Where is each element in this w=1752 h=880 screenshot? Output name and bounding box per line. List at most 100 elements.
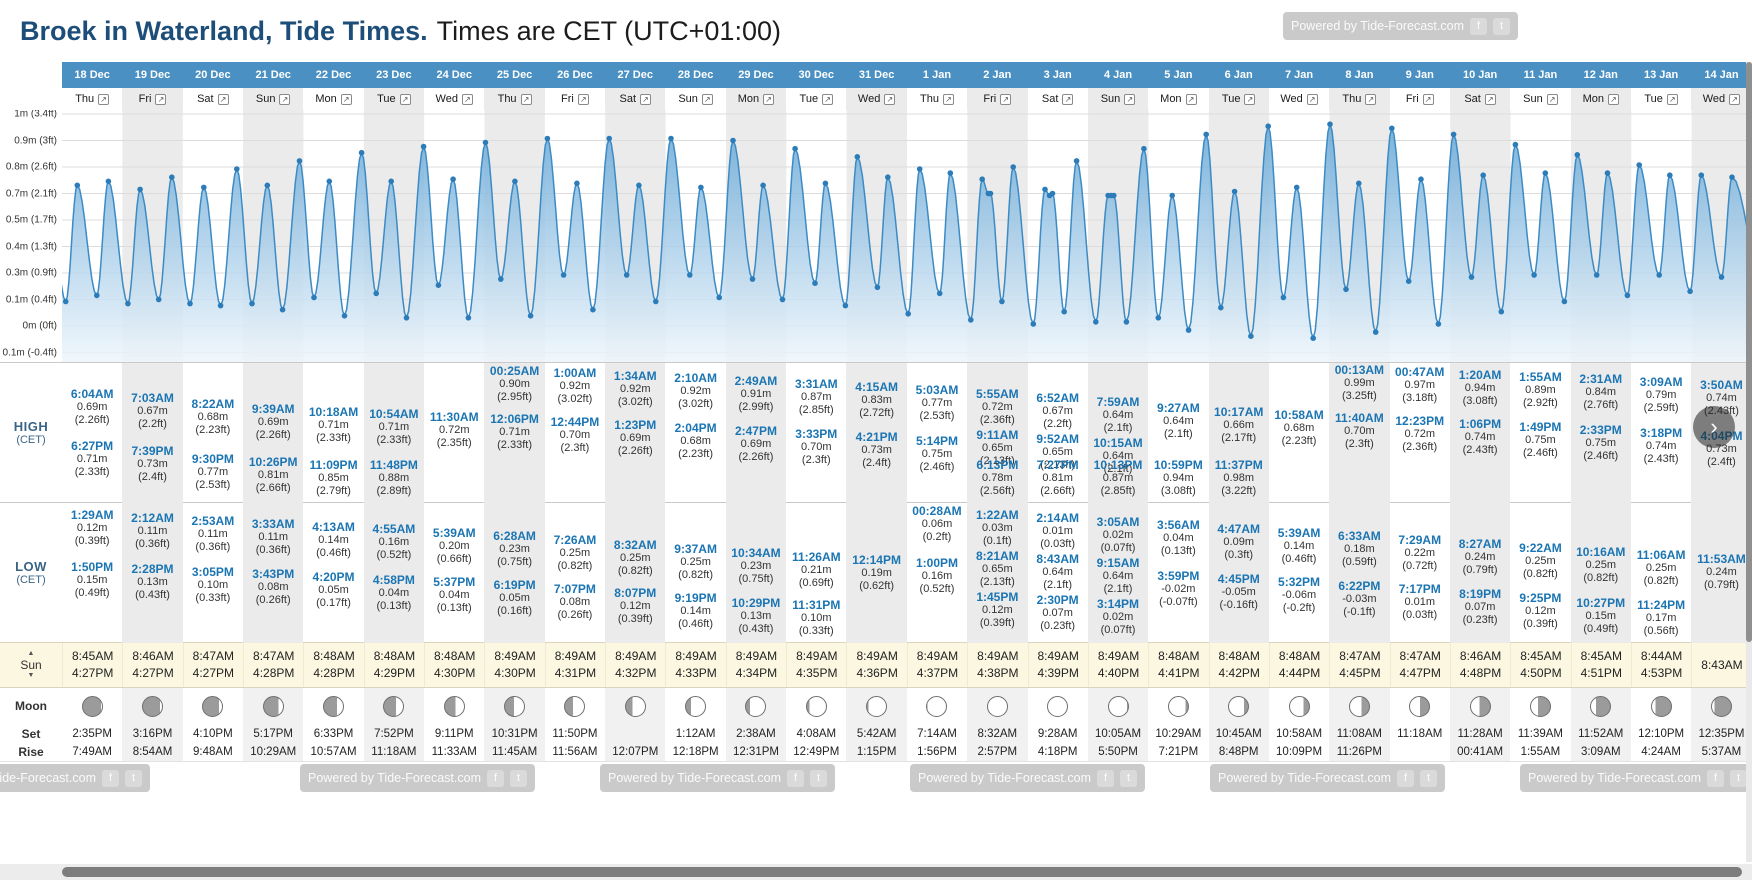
tide-height-m: 0.83m bbox=[861, 393, 892, 406]
scroll-right-button[interactable]: › bbox=[1693, 406, 1735, 448]
day-link[interactable]: Wed ↗ bbox=[846, 88, 907, 110]
tide-height-ft: (2.23ft) bbox=[1281, 434, 1317, 447]
high-tide-event: 12:44PM 0.70m (2.3ft) bbox=[545, 416, 605, 455]
day-link[interactable]: Thu ↗ bbox=[907, 88, 967, 110]
tide-time: 1:50PM bbox=[71, 559, 114, 574]
twitter-share-icon[interactable]: t bbox=[810, 769, 827, 787]
horizontal-scrollbar[interactable] bbox=[0, 864, 1752, 880]
external-link-icon: ↗ bbox=[942, 93, 954, 105]
day-link[interactable]: Mon ↗ bbox=[725, 88, 787, 110]
horizontal-scrollbar-thumb[interactable] bbox=[62, 867, 1742, 877]
moon-phase-icon bbox=[1288, 695, 1310, 717]
moon-phase-icon bbox=[1047, 695, 1069, 717]
facebook-share-icon[interactable]: f bbox=[1097, 769, 1114, 787]
day-link[interactable]: Mon ↗ bbox=[1570, 88, 1631, 110]
day-link[interactable]: Thu ↗ bbox=[1329, 88, 1390, 110]
moon-phase-icon bbox=[805, 695, 827, 717]
moon-phase-icon bbox=[142, 695, 164, 717]
tide-time: 7:17PM bbox=[1398, 582, 1441, 597]
tide-height-m: 0.08m bbox=[257, 581, 289, 594]
low-tide-event: 6:33AM 0.18m (0.59ft) bbox=[1329, 530, 1389, 569]
tide-time: 2:30PM bbox=[1036, 593, 1079, 608]
day-link[interactable]: Wed ↗ bbox=[1269, 88, 1329, 110]
low-tide-cell: 2:53AM 0.11m (0.36ft) 3:05PM 0.10m (0.33ft) bbox=[183, 503, 243, 643]
day-link[interactable]: Mon ↗ bbox=[303, 88, 363, 110]
day-link[interactable]: Wed ↗ bbox=[1691, 88, 1752, 110]
tide-height-m: 0.25m bbox=[1585, 558, 1617, 571]
sunrise-time: 8:49AM bbox=[796, 649, 838, 663]
low-tide-cell: 1:29AM 0.12m (0.39ft) 1:50PM 0.15m (0.49ft) bbox=[62, 503, 122, 643]
day-link[interactable]: Tue ↗ bbox=[363, 88, 425, 110]
high-tide-cell: 5:03AM 0.77m (2.53ft) 5:14PM 0.75m (2.46ft) bbox=[907, 363, 967, 503]
day-link[interactable]: Tue ↗ bbox=[1631, 88, 1691, 110]
twitter-share-icon[interactable]: t bbox=[1730, 769, 1747, 787]
tide-height-ft: (2.1ft) bbox=[1103, 463, 1133, 476]
twitter-share-icon[interactable]: t bbox=[1120, 769, 1137, 787]
facebook-share-icon[interactable]: f bbox=[787, 769, 804, 787]
tide-height-ft: (2.95ft) bbox=[497, 390, 532, 403]
day-link[interactable]: Sun ↗ bbox=[665, 88, 725, 110]
day-link[interactable]: Sat ↗ bbox=[1449, 88, 1511, 110]
tide-time: 00:47AM bbox=[1395, 365, 1445, 380]
moonrise-cell: 11:33AM bbox=[431, 746, 477, 758]
date-cell: 2 Jan bbox=[967, 62, 1028, 88]
facebook-share-icon[interactable]: f bbox=[1397, 769, 1414, 787]
moon-phase-icon bbox=[1469, 695, 1491, 717]
vertical-scrollbar-thumb[interactable] bbox=[1746, 62, 1752, 642]
tide-time: 2:12AM bbox=[131, 511, 174, 526]
day-link[interactable]: Fri ↗ bbox=[967, 88, 1028, 110]
day-link[interactable]: Sat ↗ bbox=[1028, 88, 1088, 110]
tide-height-m: 0.68m bbox=[197, 410, 229, 423]
moonrise-cell: 12:07PM bbox=[605, 743, 666, 761]
day-link[interactable]: Mon ↗ bbox=[1148, 88, 1208, 110]
day-link-label: Thu bbox=[1342, 93, 1362, 105]
facebook-share-icon[interactable]: f bbox=[1707, 769, 1724, 787]
tide-time: 9:37AM bbox=[674, 542, 717, 557]
tide-height-ft: (2.72ft) bbox=[859, 406, 895, 419]
tide-time: 8:19PM bbox=[1459, 586, 1502, 601]
day-link[interactable]: Sat ↗ bbox=[183, 88, 243, 110]
facebook-share-icon[interactable]: f bbox=[102, 769, 119, 787]
watermark-bottom: Powered by Tide-Forecast.com f t bbox=[300, 764, 535, 792]
day-link[interactable]: Sun ↗ bbox=[1510, 88, 1570, 110]
day-link[interactable]: Thu ↗ bbox=[484, 88, 545, 110]
low-tide-cell: 10:34AM 0.23m (0.75ft) 10:29PM 0.13m (0.43ft) bbox=[725, 503, 787, 643]
date-cell: 20 Dec bbox=[182, 62, 244, 88]
moon-cell bbox=[1329, 688, 1390, 724]
high-tide-cell: 6:04AM 0.69m (2.26ft) 6:27PM 0.71m (2.33ft) bbox=[62, 363, 122, 503]
y-axis-label: 0.7m (2.1ft) bbox=[5, 188, 57, 199]
tide-time: 3:33AM bbox=[251, 516, 295, 531]
tide-height-ft: (2.43ft) bbox=[1643, 452, 1679, 465]
day-link[interactable]: Sat ↗ bbox=[605, 88, 666, 110]
day-link[interactable]: Thu ↗ bbox=[62, 88, 122, 110]
low-tide-cell: 4:47AM 0.09m (0.3ft) 4:45PM -0.05m (-0.16ft) bbox=[1208, 503, 1269, 643]
day-link[interactable]: Tue ↗ bbox=[786, 88, 846, 110]
sunrise-time: 8:45AM bbox=[71, 649, 114, 663]
twitter-share-icon[interactable]: t bbox=[125, 769, 142, 787]
vertical-scrollbar[interactable] bbox=[1746, 62, 1752, 862]
tide-time: 11:48PM bbox=[369, 458, 418, 472]
twitter-share-icon[interactable]: t bbox=[1493, 17, 1510, 35]
day-link[interactable]: Fri ↗ bbox=[1390, 88, 1450, 110]
facebook-share-icon[interactable]: f bbox=[1470, 17, 1487, 35]
sun-cell: 8:45AM 4:51PM bbox=[1570, 643, 1631, 687]
day-link[interactable]: Sun ↗ bbox=[1087, 88, 1149, 110]
facebook-share-icon[interactable]: f bbox=[487, 769, 504, 787]
moonrise-cell: 1:55AM bbox=[1520, 746, 1561, 758]
day-link[interactable]: Fri ↗ bbox=[545, 88, 605, 110]
moonset-cell: 2:35PM bbox=[72, 727, 112, 740]
day-link[interactable]: Sun ↗ bbox=[243, 88, 304, 110]
low-tide-event: 11:53AM 0.24m (0.79ft) bbox=[1691, 552, 1751, 592]
high-tide-event: 1:00AM 0.92m (3.02ft) bbox=[545, 367, 605, 406]
twitter-share-icon[interactable]: t bbox=[510, 769, 527, 787]
day-link[interactable]: Fri ↗ bbox=[122, 88, 183, 110]
moon-cell bbox=[1570, 688, 1631, 724]
tide-time: 7:03AM bbox=[131, 391, 174, 406]
twitter-share-icon[interactable]: t bbox=[1420, 769, 1437, 787]
tide-height-ft: (2.13ft) bbox=[979, 454, 1015, 467]
moon-cell bbox=[725, 688, 787, 724]
day-link[interactable]: Tue ↗ bbox=[1208, 88, 1269, 110]
date-cell: 8 Jan bbox=[1329, 62, 1390, 88]
day-link[interactable]: Wed ↗ bbox=[424, 88, 484, 110]
